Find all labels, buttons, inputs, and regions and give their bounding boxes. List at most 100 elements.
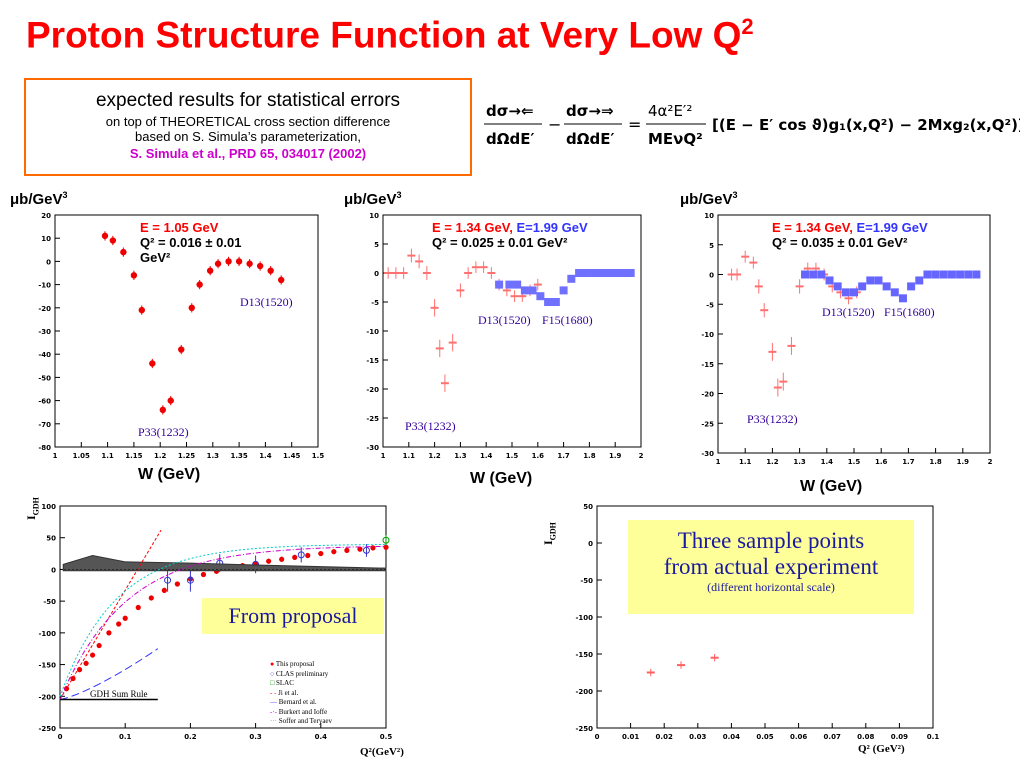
x-tick-label: 0.01 — [622, 733, 639, 741]
panel-3-beam-energy-2: E=1.99 GeV — [856, 220, 928, 235]
x-tick-label: 0.04 — [723, 733, 740, 741]
data-point — [907, 282, 916, 291]
data-point — [890, 288, 899, 297]
x-tick-label: 1.7 — [557, 452, 570, 460]
data-point — [83, 660, 89, 666]
panel-1-q2-unit: GeV² — [140, 250, 171, 265]
info-line-1: expected results for statistical errors — [95, 90, 401, 111]
panel-2-res-f15: F15(1680) — [542, 313, 593, 327]
y-tick-label: 0 — [51, 566, 56, 574]
legend-this-proposal: ● This proposal — [270, 660, 315, 668]
gdh-sum-rule-label: GDH Sum Rule — [90, 689, 148, 699]
y-tick-label: 0 — [709, 272, 714, 280]
x-tick-label: 2 — [988, 458, 993, 466]
x-tick-label: 1.5 — [312, 452, 325, 460]
data-point — [159, 406, 167, 414]
x-tick-label: 1 — [716, 458, 721, 466]
data-point — [383, 544, 389, 550]
data-point — [575, 269, 584, 277]
y-tick-label: -40 — [38, 351, 51, 359]
panel-1-res-d13: D13(1520) — [240, 295, 293, 309]
data-point — [809, 270, 818, 279]
data-point — [135, 604, 141, 611]
legend-ji: - - Ji et al. — [270, 688, 299, 697]
x-tick-label: 0.2 — [184, 733, 197, 741]
y-tick-label: -10 — [366, 328, 379, 336]
data-point — [256, 262, 264, 270]
data-point — [331, 549, 337, 555]
y-tick-label: 0 — [374, 270, 379, 278]
panel-3-res-d13: D13(1520) — [822, 305, 875, 319]
formula-num-1: dσ→⇐ — [486, 102, 534, 120]
x-tick-label: 1.6 — [875, 458, 888, 466]
formula-den-3: MEνQ² — [648, 130, 703, 148]
x-tick-label: 1 — [53, 452, 58, 460]
y-tick-label: 0 — [588, 540, 593, 548]
data-point — [874, 276, 883, 285]
x-tick-label: 0.5 — [380, 733, 393, 741]
data-point — [582, 269, 591, 277]
legend-burkert: -·- Burkert and Ioffe — [270, 707, 328, 716]
y-tick-label: -100 — [38, 630, 56, 638]
legend-slac: □ SLAC — [270, 679, 294, 687]
page-title: Proton Structure Function at Very Low Q2 — [26, 14, 754, 56]
y-tick-label: 0 — [46, 258, 51, 266]
data-point — [606, 269, 615, 277]
panel-3-res-f15: F15(1680) — [884, 305, 935, 319]
y-tick-label: 50 — [46, 535, 56, 543]
y-tick-label: -20 — [701, 391, 714, 399]
x-tick-label: 1.05 — [73, 452, 90, 460]
curve-ji — [59, 529, 162, 700]
data-point — [305, 552, 311, 559]
legend-bernard: — Bernard et al. — [270, 698, 317, 706]
x-tick-label: 0.09 — [891, 733, 908, 741]
info-box: expected results for statistical errors … — [24, 78, 472, 176]
data-point — [613, 269, 622, 277]
data-point — [196, 281, 203, 288]
data-point — [344, 547, 350, 553]
y-tick-label: -10 — [701, 331, 714, 339]
y-tick-label: -20 — [38, 305, 51, 313]
panel-1-q2: Q² = 0.016 ± 0.01 — [140, 235, 242, 250]
data-point — [898, 294, 907, 303]
x-tick-label: 1.1 — [739, 458, 752, 466]
x-tick-label: 1.1 — [101, 452, 114, 460]
y-tick-label: -100 — [575, 614, 593, 622]
panel-2-beam-energy-2: E=1.99 GeV — [516, 220, 588, 235]
x-tick-label: 1.8 — [929, 458, 942, 466]
panel-1-labels: E = 1.05 GeV Q² = 0.016 ± 0.01 GeV² — [140, 220, 241, 265]
formula-den-2: dΩdE′ — [566, 130, 614, 148]
legend-soffer: ··· Soffer and Teryaev — [270, 717, 333, 725]
data-point — [161, 587, 167, 593]
data-point — [357, 546, 363, 552]
y-tick-label: 100 — [41, 503, 56, 511]
data-point — [225, 258, 232, 265]
y-tick-label: -250 — [575, 725, 593, 733]
data-point — [362, 546, 370, 554]
data-point — [972, 270, 981, 279]
data-point — [188, 304, 195, 311]
panel-3-q2: Q² = 0.035 ± 0.01 GeV² — [772, 235, 908, 250]
chart-panel-2: 1 1.1 1.2 1.3 1.4 1.5 1.6 1.7 1.8 1.9 2 10 5 0 -5 -10 -1… — [366, 212, 643, 460]
data-point — [76, 667, 83, 673]
x-tick-label: 1.5 — [848, 458, 861, 466]
data-point — [101, 232, 109, 240]
data-point — [318, 550, 324, 557]
unit-label-1: μb/GeV3 — [10, 190, 68, 208]
data-point — [266, 558, 272, 564]
data-point — [149, 360, 156, 367]
x-tick-label: 1.4 — [259, 452, 272, 460]
y-tick-label: -150 — [38, 662, 56, 670]
y-tick-label: -15 — [701, 361, 714, 369]
data-point — [520, 286, 529, 295]
unit-label-3: μb/GeV3 — [680, 190, 738, 208]
y-tick-label: -5 — [706, 301, 714, 309]
x-tick-label: 1.9 — [957, 458, 970, 466]
x-tick-label: 0.07 — [824, 733, 841, 741]
x-tick-label: 1.4 — [821, 458, 834, 466]
data-point — [200, 571, 207, 578]
legend-clas: ○ CLAS preliminary — [270, 669, 329, 678]
cross-section-formula: dσ→⇐ dΩdE′ − dσ→⇒ dΩdE′ = 4α²E′² MEνQ² [… — [484, 102, 1020, 148]
x-tick-label: 1.6 — [532, 452, 545, 460]
data-point — [551, 298, 560, 306]
